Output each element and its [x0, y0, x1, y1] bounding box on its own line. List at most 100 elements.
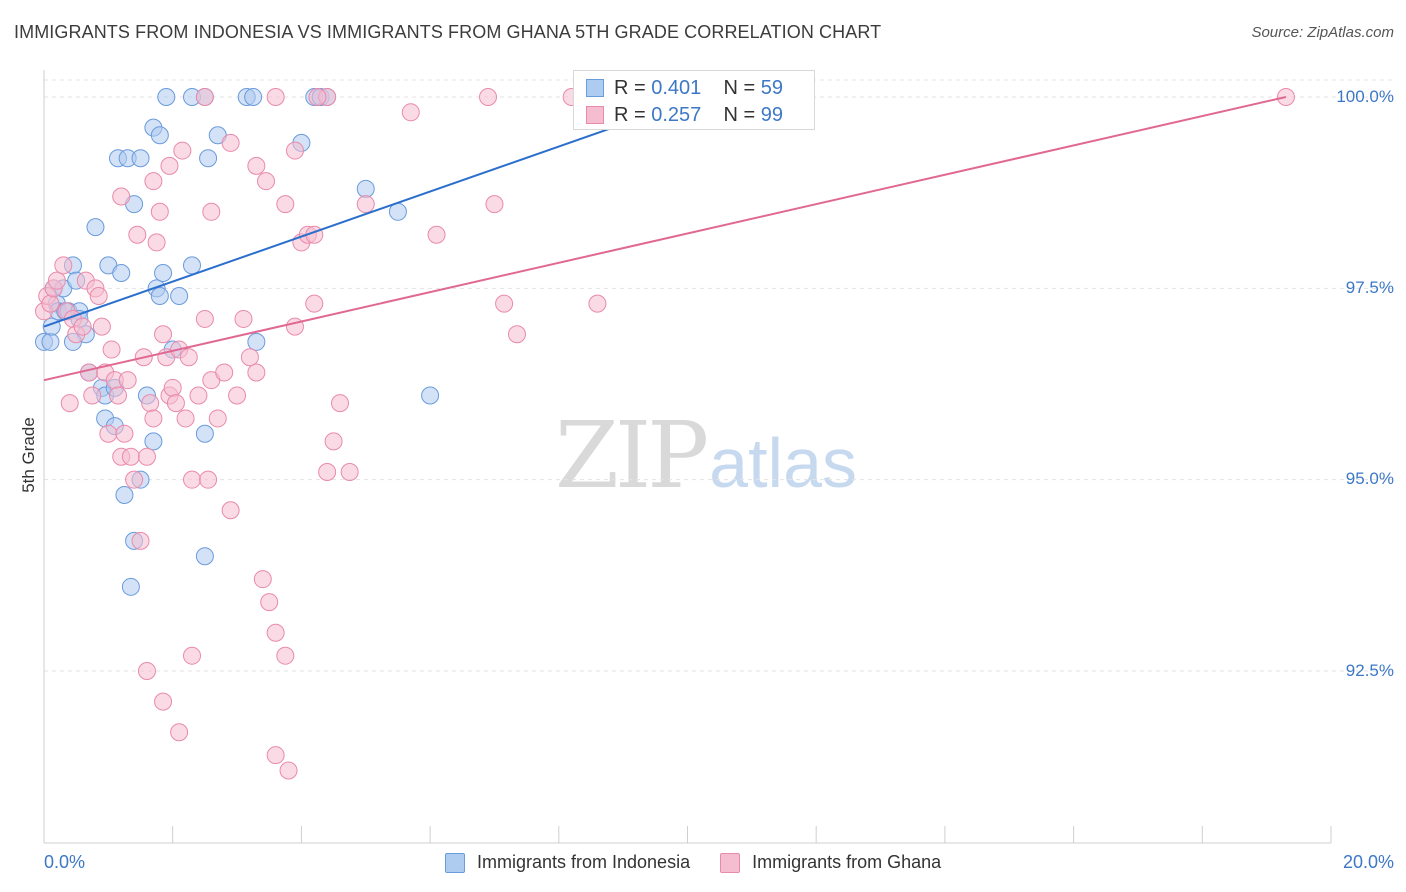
point-indonesia [41, 332, 60, 351]
point-indonesia [121, 577, 140, 596]
point-ghana [479, 88, 498, 106]
point-ghana [99, 424, 118, 443]
point-ghana [195, 309, 214, 328]
point-ghana [144, 172, 163, 191]
stats-row-ghana: R = 0.257 N = 99 [586, 102, 783, 128]
y-tick-label-95: 95.0% [1345, 469, 1394, 488]
point-ghana [247, 156, 266, 175]
source-credit: Source: ZipAtlas.com [1251, 24, 1394, 41]
point-ghana [279, 761, 298, 780]
point-indonesia [115, 485, 134, 504]
point-ghana [160, 156, 179, 175]
ghana-r-label: R = [614, 103, 646, 126]
ghana-n-label: N = [723, 103, 756, 126]
indonesia-r-label: R = [614, 76, 646, 99]
legend-item-indonesia[interactable]: Immigrants from Indonesia [445, 852, 690, 873]
point-ghana [154, 692, 173, 711]
point-ghana [83, 386, 102, 405]
point-ghana [118, 371, 137, 390]
stats-row-indonesia: R = 0.401 N = 59 [586, 75, 783, 101]
point-ghana [137, 662, 156, 680]
point-indonesia [144, 432, 163, 451]
point-ghana [318, 463, 337, 482]
point-ghana [163, 378, 182, 397]
point-ghana [115, 424, 134, 443]
point-ghana [179, 348, 198, 367]
point-ghana [112, 187, 131, 206]
point-ghana [131, 531, 150, 550]
point-ghana [276, 195, 295, 214]
legend-label-ghana: Immigrants from Ghana [752, 852, 942, 872]
chart-title: IMMIGRANTS FROM INDONESIA VS IMMIGRANTS … [14, 22, 882, 42]
point-ghana [173, 141, 192, 160]
point-ghana [80, 363, 99, 382]
point-ghana [189, 386, 208, 405]
point-ghana [208, 409, 227, 428]
point-indonesia [157, 88, 176, 106]
legend-swatch-ghana [720, 852, 741, 873]
point-ghana [92, 317, 111, 336]
indonesia-n-value: 59 [760, 76, 784, 99]
legend-swatch-indonesia [445, 852, 465, 873]
point-ghana [144, 409, 163, 428]
point-ghana [154, 325, 173, 344]
point-indonesia [195, 547, 214, 566]
point-ghana [150, 202, 169, 221]
y-axis-label: 5th Grade [19, 417, 38, 493]
point-ghana [73, 317, 92, 336]
point-indonesia [183, 256, 202, 275]
point-ghana [102, 340, 121, 359]
point-indonesia [247, 332, 266, 351]
point-indonesia [150, 286, 169, 305]
point-ghana [308, 88, 327, 106]
point-ghana [266, 623, 285, 642]
ghana-swatch [586, 106, 604, 124]
point-indonesia [421, 386, 440, 405]
indonesia-r-value: 0.401 [651, 76, 702, 99]
point-ghana [89, 286, 108, 305]
point-ghana [247, 363, 266, 382]
point-ghana [260, 593, 279, 612]
point-ghana [125, 470, 144, 489]
y-tick-label-100: 100.0% [1336, 87, 1394, 106]
point-ghana [401, 103, 420, 122]
point-ghana [356, 195, 375, 214]
y-tick-label-97-5: 97.5% [1345, 278, 1394, 297]
point-ghana [340, 463, 359, 482]
point-ghana [47, 271, 66, 290]
legend-item-ghana[interactable]: Immigrants from Ghana [720, 852, 941, 873]
point-indonesia [131, 149, 150, 168]
point-ghana [253, 570, 272, 589]
indonesia-n-label: N = [723, 76, 756, 99]
point-indonesia [154, 264, 173, 283]
point-ghana [305, 294, 324, 313]
point-indonesia [112, 264, 131, 283]
point-ghana [507, 325, 526, 344]
point-ghana [266, 88, 285, 106]
point-ghana [266, 746, 285, 765]
indonesia-swatch [586, 79, 604, 97]
point-ghana [137, 447, 156, 466]
point-ghana [195, 88, 214, 106]
point-indonesia [244, 88, 263, 106]
point-ghana [202, 202, 221, 221]
point-ghana [257, 172, 276, 191]
legend-label-indonesia: Immigrants from Indonesia [477, 852, 691, 872]
point-ghana [495, 294, 514, 313]
point-ghana [183, 470, 202, 489]
legend: Immigrants from Indonesia Immigrants fro… [445, 852, 971, 873]
x-tick-label-max: 20.0% [1342, 852, 1394, 872]
point-ghana [147, 233, 166, 252]
point-indonesia [150, 126, 169, 145]
point-ghana [221, 133, 240, 152]
point-ghana [41, 294, 60, 313]
stats-box: R = 0.401 N = 59 R = 0.257 N = 99 [573, 70, 815, 130]
x-tick-label-min: 0.0% [44, 852, 86, 872]
ghana-n-value: 99 [760, 103, 784, 126]
point-ghana [331, 394, 350, 413]
point-ghana [234, 309, 253, 328]
ghana-r-value: 0.257 [651, 103, 702, 126]
point-ghana [228, 386, 247, 405]
point-indonesia [199, 149, 218, 168]
